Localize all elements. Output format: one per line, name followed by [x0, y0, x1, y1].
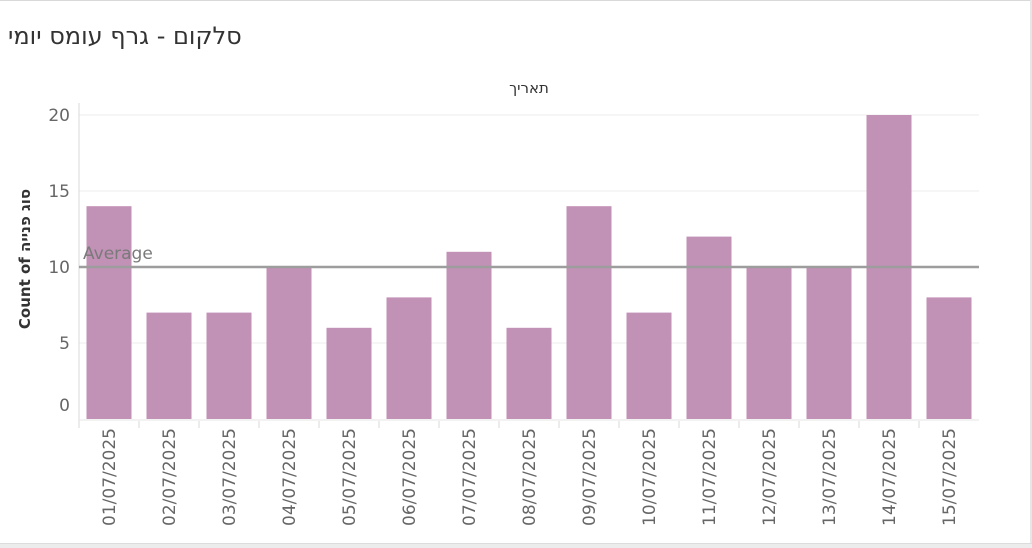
x-tick-label: 13/07/2025 — [820, 428, 840, 526]
bar[interactable] — [926, 297, 972, 419]
page-title: סלקום - גרף עומס יומי — [8, 22, 242, 50]
x-tick-label: 08/07/2025 — [520, 428, 540, 526]
frame-right-edge — [1030, 0, 1032, 548]
bar[interactable] — [806, 267, 852, 419]
bar[interactable] — [746, 267, 792, 419]
y-tick-label: 20 — [48, 106, 70, 126]
average-reference-line: Average — [79, 244, 979, 269]
y-tick-label: 5 — [59, 334, 70, 354]
x-tick-label: 03/07/2025 — [220, 428, 240, 526]
bar[interactable] — [326, 327, 372, 419]
x-tick-label: 06/07/2025 — [400, 428, 420, 526]
x-tick-label: 02/07/2025 — [160, 428, 180, 526]
bar[interactable] — [506, 327, 552, 419]
x-tick-label: 01/07/2025 — [100, 428, 120, 526]
x-tick-label: 14/07/2025 — [880, 428, 900, 526]
frame-bottom-edge — [0, 543, 1032, 548]
bar[interactable] — [446, 251, 492, 419]
bar[interactable] — [86, 206, 132, 419]
bar[interactable] — [146, 312, 192, 419]
bars — [86, 115, 972, 419]
x-axis-title: תאריך — [509, 79, 549, 97]
y-tick-label: 10 — [48, 258, 70, 278]
top-border — [0, 0, 1032, 1]
tick-labels: 0 5 10 15 20 01/07/2025 02/07/2025 03/07/2025 04… — [48, 106, 960, 526]
x-tick-label: 11/07/2025 — [700, 428, 720, 526]
x-tick-label: 05/07/2025 — [340, 428, 360, 526]
average-label: Average — [83, 244, 153, 264]
y-axis-title: Count of סוג פנייה — [16, 189, 34, 329]
x-tick-label: 09/07/2025 — [580, 428, 600, 526]
bar[interactable] — [206, 312, 252, 419]
y-tick-label: 0 — [59, 396, 70, 416]
bar[interactable] — [266, 267, 312, 419]
bar[interactable] — [686, 236, 732, 419]
y-tick-label: 15 — [48, 182, 70, 202]
x-tick-label: 12/07/2025 — [760, 428, 780, 526]
x-tick-label: 10/07/2025 — [640, 428, 660, 526]
axes — [78, 103, 979, 428]
bar[interactable] — [386, 297, 432, 419]
x-tick-label: 04/07/2025 — [280, 428, 300, 526]
bar[interactable] — [626, 312, 672, 419]
bar[interactable] — [566, 206, 612, 419]
x-tick-label: 07/07/2025 — [460, 428, 480, 526]
x-tick-label: 15/07/2025 — [940, 428, 960, 526]
